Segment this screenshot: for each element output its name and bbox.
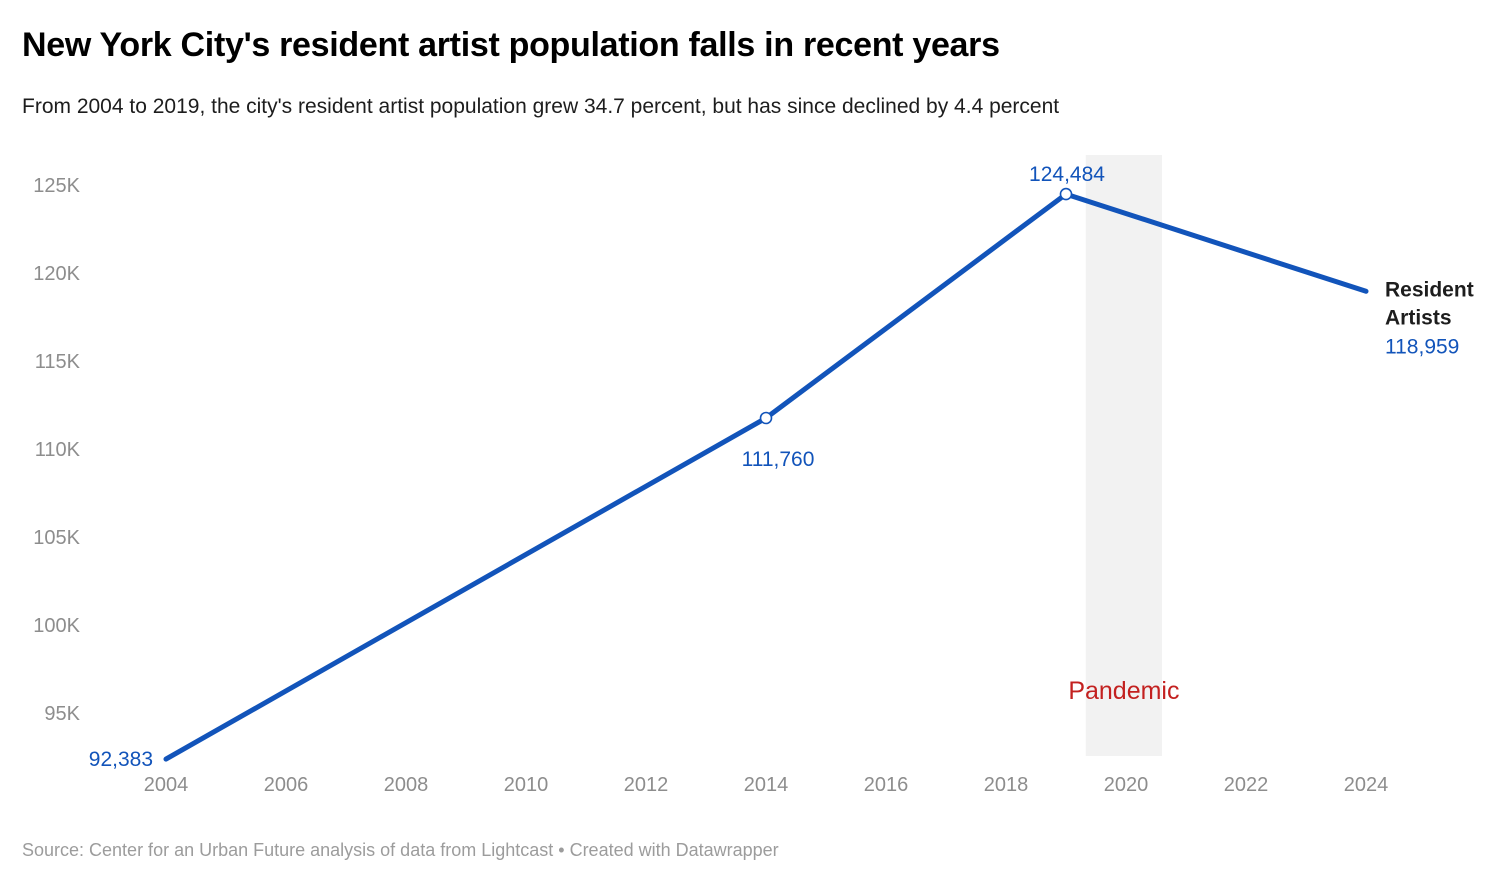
chart-title: New York City's resident artist populati… <box>22 26 1000 64</box>
end-label-series-name: Resident <box>1385 278 1474 301</box>
data-point-marker <box>759 411 773 425</box>
x-tick-label: 2010 <box>504 774 549 796</box>
x-tick-label: 2004 <box>144 774 189 796</box>
data-point-marker <box>1059 187 1073 201</box>
chart-subtitle: From 2004 to 2019, the city's resident a… <box>22 95 1060 118</box>
x-tick-label: 2012 <box>624 774 669 796</box>
pandemic-label: Pandemic <box>1068 677 1179 705</box>
source-attribution: Source: Center for an Urban Future analy… <box>22 840 779 860</box>
y-tick-label: 110K <box>35 439 81 461</box>
y-tick-label: 120K <box>33 263 80 285</box>
end-label-value: 118,959 <box>1385 335 1459 358</box>
pandemic-band <box>1085 155 1162 756</box>
end-label-series-name: Artists <box>1385 306 1452 329</box>
x-tick-label: 2020 <box>1104 774 1149 796</box>
y-tick-label: 100K <box>33 615 80 637</box>
data-point-label: 124,484 <box>1029 163 1105 186</box>
x-tick-label: 2016 <box>864 774 909 796</box>
y-tick-label: 105K <box>33 527 80 549</box>
y-tick-label: 95K <box>44 703 80 725</box>
x-tick-label: 2022 <box>1224 774 1269 796</box>
x-tick-label: 2006 <box>264 774 309 796</box>
x-tick-label: 2018 <box>984 774 1029 796</box>
x-tick-label: 2014 <box>744 774 789 796</box>
x-tick-label: 2024 <box>1344 774 1389 796</box>
y-tick-label: 115K <box>35 351 81 373</box>
data-point-label: 92,383 <box>89 748 153 771</box>
x-tick-label: 2008 <box>384 774 429 796</box>
trend-line <box>163 191 1369 762</box>
y-tick-label: 125K <box>33 175 80 197</box>
data-point-label: 111,760 <box>742 448 815 471</box>
